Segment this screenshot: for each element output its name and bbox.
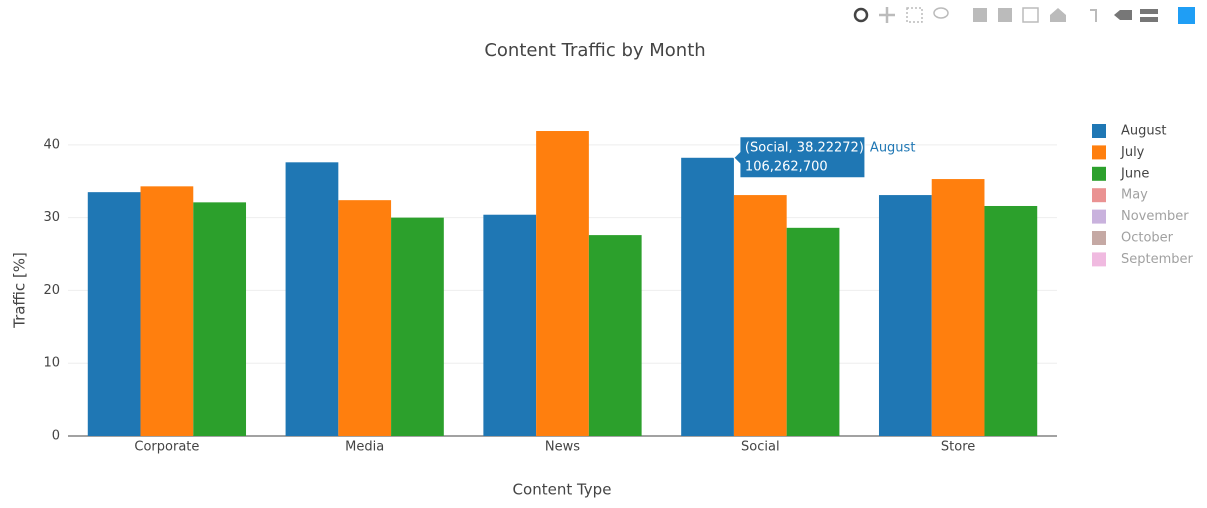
y-tick-label: 40 <box>43 137 60 152</box>
autoscale-button[interactable] <box>1022 7 1039 23</box>
bar <box>391 217 444 436</box>
box-select-button[interactable] <box>906 7 923 23</box>
legend-label: May <box>1121 188 1148 203</box>
tooltip-extra: 106,262,700 <box>745 159 828 174</box>
legend-item[interactable]: August <box>1092 124 1167 139</box>
bar <box>338 200 392 436</box>
bar <box>285 162 339 436</box>
bar <box>733 195 787 436</box>
tooltip-name: August <box>870 140 916 155</box>
tooltip-box <box>733 136 866 179</box>
bar <box>878 195 932 436</box>
legend-label: August <box>1121 124 1167 139</box>
hover-compare-button[interactable] <box>1140 9 1158 14</box>
legend-label: October <box>1121 231 1174 246</box>
legend-label: November <box>1121 209 1189 224</box>
plotly-logo[interactable] <box>1178 7 1195 24</box>
spike-button[interactable] <box>1090 9 1097 22</box>
legend-item[interactable]: May <box>1092 188 1148 203</box>
bar <box>140 186 194 436</box>
modebar <box>853 7 1195 24</box>
legend-swatch <box>1092 252 1106 267</box>
legend-swatch <box>1092 145 1106 160</box>
zoom-out-button[interactable] <box>998 8 1012 22</box>
x-tick-label: Social <box>741 440 780 455</box>
reset-button[interactable] <box>1050 8 1066 22</box>
legend-item[interactable]: October <box>1092 231 1174 246</box>
y-tick-label: 0 <box>52 429 60 444</box>
lasso-button[interactable] <box>933 7 949 19</box>
x-tick-label: Media <box>345 440 384 455</box>
zoom-button[interactable] <box>853 7 869 23</box>
bar <box>483 214 537 436</box>
bar <box>193 202 247 436</box>
legend-swatch <box>1092 166 1106 181</box>
legend-item[interactable]: June <box>1092 166 1149 181</box>
hover-closest-button[interactable] <box>1114 10 1132 20</box>
y-tick-label: 20 <box>43 283 60 298</box>
chart-title: Content Traffic by Month <box>484 40 705 61</box>
legend-label: July <box>1120 145 1145 160</box>
pan-button[interactable] <box>879 7 895 23</box>
legend-label: September <box>1121 252 1194 267</box>
x-tick-label: Corporate <box>134 440 199 455</box>
legend-item[interactable]: November <box>1092 209 1189 224</box>
y-tick-label: 10 <box>43 356 60 371</box>
legend-swatch <box>1092 209 1106 224</box>
bar <box>984 205 1038 436</box>
hover-compare-part <box>1140 17 1158 22</box>
x-axis-title: Content Type <box>513 481 612 499</box>
legend-swatch <box>1092 124 1106 138</box>
tooltip-text: (Social, 38.22272) <box>745 140 864 155</box>
legend-swatch <box>1092 231 1106 245</box>
bar <box>681 157 734 436</box>
bar <box>536 131 589 436</box>
bar <box>931 179 985 436</box>
bar <box>588 235 642 436</box>
x-tick-label: News <box>545 440 580 455</box>
y-axis-title: Traffic [%] <box>11 252 29 329</box>
legend-swatch <box>1092 188 1106 203</box>
bar <box>87 192 141 436</box>
legend-item[interactable]: July <box>1092 145 1145 160</box>
zoom-in-button[interactable] <box>973 8 987 22</box>
legend-label: June <box>1120 166 1149 181</box>
legend-item[interactable]: September <box>1092 252 1194 267</box>
y-tick-label: 30 <box>43 210 60 225</box>
bar <box>786 227 840 436</box>
tooltip: (Social, 38.22272) 106,262,700 August <box>733 136 916 179</box>
x-tick-label: Store <box>941 440 975 455</box>
